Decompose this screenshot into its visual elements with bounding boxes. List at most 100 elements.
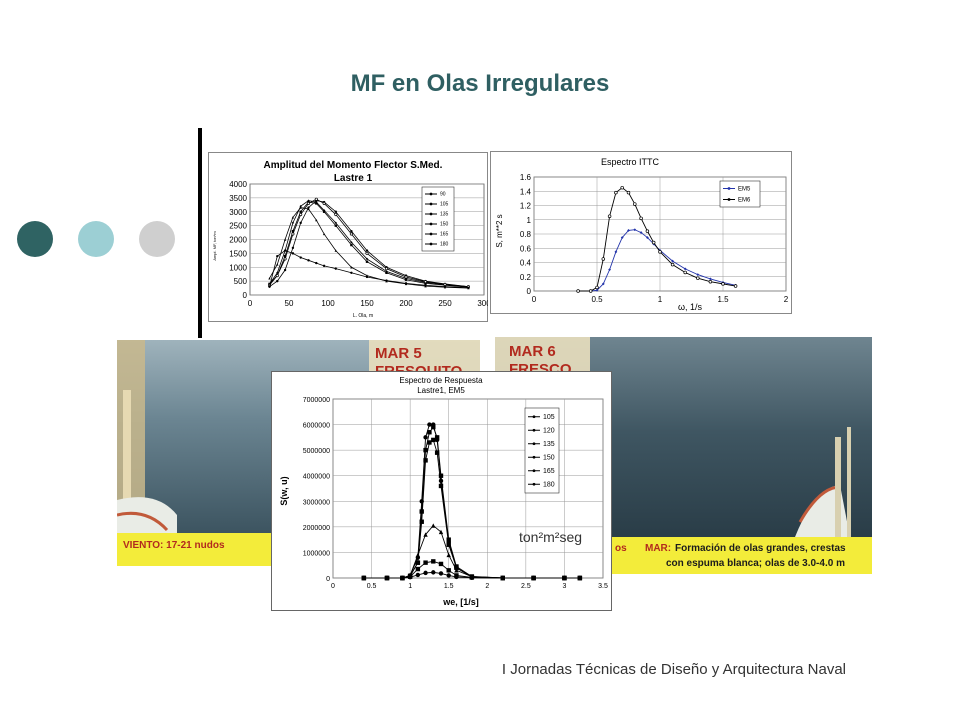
c3-legend-marker (532, 482, 536, 486)
c1-series-150-point (350, 241, 353, 244)
photo-right-caption-line1: Formación de olas grandes, crestas (675, 543, 846, 554)
c3-legend-box (524, 407, 560, 494)
decorative-dot-light-blue (78, 221, 114, 257)
photo-right-caption-line2: con espuma blanca; olas de 3.0-4.0 m (666, 558, 845, 569)
c3-ytick-label: 7000000 (303, 397, 330, 404)
c2-series-EM5-point (696, 273, 700, 277)
c1-legend-marker (429, 212, 433, 216)
c3-series-180-point (577, 575, 583, 581)
c3-ytick-label: 1000000 (303, 550, 330, 557)
c2-series-EM6-point (639, 216, 643, 221)
c2-ytick-label: 0.4 (520, 259, 532, 268)
chart-espectro-ittc: Espectro ITTC S, m**2 s ω, 1/s 0 0.2 0.4 0.… (490, 151, 792, 314)
c1-series-135-point (350, 266, 353, 269)
c3-series-120-point (427, 430, 432, 435)
c3-series-120-point (446, 537, 451, 542)
slide-title: MF en Olas Irregulares (350, 70, 610, 97)
photo-right-caption-fragment: os (615, 543, 627, 554)
c3-series-150-point (423, 458, 428, 463)
c3-series-180-point (438, 571, 444, 576)
c2-ytick-label: 0.8 (520, 230, 532, 239)
chart1-ylabel: Ampl. MF, ton*m (212, 231, 217, 261)
c1-legend-label: 180 (440, 242, 449, 248)
c2-ytick-label: 1 (527, 216, 532, 225)
c3-ytick-label: 3000000 (303, 499, 330, 506)
c1-series-165-point (299, 212, 303, 217)
c1-series-180-point (315, 261, 318, 265)
c3-series-180-point (531, 575, 536, 581)
c3-series-135-point (446, 552, 451, 558)
c1-series-150-point (334, 221, 337, 225)
c3-legend-marker (532, 469, 536, 473)
c1-series-90-point (307, 206, 310, 209)
c3-series-180-point (407, 575, 413, 580)
c3-series-135-point (415, 552, 421, 558)
c1-series-180-point (283, 249, 287, 252)
c3-series-120-point (423, 447, 428, 453)
chart3-annotation-units: ton²m²seg (519, 529, 582, 545)
c3-xtick-label: 0.5 (367, 583, 377, 590)
c1-series-165-point (291, 232, 295, 236)
c1-legend-marker (429, 222, 433, 226)
c3-ytick-label: 2000000 (303, 525, 330, 532)
c1-ytick-label: 4000 (229, 180, 247, 189)
c1-series-135-point (268, 277, 271, 280)
c3-legend-marker (532, 428, 536, 432)
vertical-divider (198, 128, 202, 338)
c1-series-150-point (365, 257, 369, 261)
chart3-xlabel: we, [1/s] (442, 597, 479, 607)
c1-series-180-point (322, 264, 326, 268)
c1-series-180-point (443, 285, 447, 288)
c1-series-180-point (467, 286, 470, 289)
c1-series-135-line (269, 207, 469, 289)
c1-legend-box (421, 186, 455, 252)
c3-series-150-point (454, 565, 459, 570)
c1-series-150-point (291, 221, 295, 225)
c1-ytick-label: 500 (234, 277, 248, 286)
c1-series-180-point (365, 275, 369, 279)
photo-right-mar-label: MAR 6 (509, 343, 556, 360)
c2-series-EM5-point (633, 228, 637, 232)
c3-xtick-label: 2 (485, 583, 489, 590)
chart2-title: Espectro ITTC (601, 157, 660, 167)
c2-ytick-label: 0.2 (520, 273, 532, 282)
c2-series-EM6-point (601, 257, 606, 261)
c1-series-180-point (404, 282, 408, 285)
c3-series-165-point (446, 568, 451, 573)
c1-series-165-point (404, 275, 408, 279)
photo-right-caption-key: MAR: (645, 543, 671, 554)
c1-series-135-point (322, 232, 326, 236)
c2-series-EM5-point (683, 267, 687, 271)
c3-legend-marker (532, 415, 536, 419)
c1-ytick-label: 2000 (229, 236, 247, 245)
c1-series-165-point (322, 201, 326, 205)
chart-espectro-respuesta: Espectro de Respuesta Lastre1, EM5 S(w, … (271, 371, 612, 611)
c2-xtick-label: 2 (784, 295, 789, 304)
c3-series-180-point (446, 573, 451, 578)
c1-series-165-point (423, 280, 428, 284)
c2-xtick-label: 1.5 (717, 295, 729, 304)
c1-series-180-point (334, 267, 337, 270)
c1-series-165-point (349, 232, 353, 236)
c3-series-180-point (361, 575, 367, 581)
c3-legend-label: 120 (543, 428, 555, 435)
c2-series-EM6-point (614, 190, 618, 195)
c1-series-165-point (275, 274, 279, 278)
chart1-xlabel: L. Ola, m (353, 313, 373, 319)
c3-series-180-point (400, 575, 405, 581)
c3-xtick-label: 1.5 (444, 583, 454, 590)
c2-series-EM5-point (614, 250, 618, 254)
c3-series-135-point (423, 532, 428, 537)
c1-legend-label: 135 (440, 212, 449, 218)
c1-series-165-point (306, 201, 311, 205)
c3-series-165-point (431, 559, 436, 564)
c3-series-105-point (423, 435, 428, 440)
c2-series-EM6-point (708, 279, 713, 284)
c2-series-EM6-point (651, 240, 656, 245)
c2-series-EM5-point (709, 277, 712, 281)
c3-legend-label: 165 (543, 468, 555, 475)
c1-series-165-point (283, 257, 287, 261)
c1-series-135-point (334, 249, 337, 252)
c3-series-180-point (415, 572, 421, 578)
c2-series-EM6-point (633, 202, 637, 206)
